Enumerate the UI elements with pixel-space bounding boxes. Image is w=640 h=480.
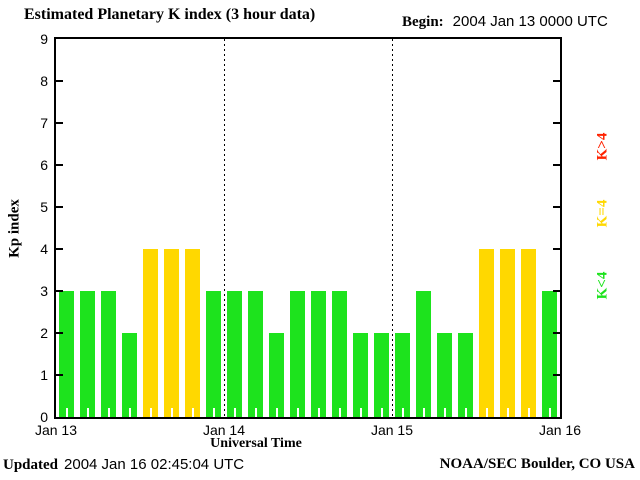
- y-axis-tick: [56, 206, 63, 208]
- y-tick-label: 4: [40, 241, 48, 257]
- kp-bar: [185, 249, 200, 417]
- x-minor-tick: [170, 408, 173, 417]
- x-minor-tick: [422, 408, 425, 417]
- kp-bar: [437, 333, 452, 417]
- kp-bar: [290, 291, 305, 417]
- y-axis-tick: [56, 290, 63, 292]
- x-minor-tick: [65, 408, 68, 417]
- plot-frame: [54, 37, 562, 419]
- y-axis-tick: [553, 80, 560, 82]
- y-axis-tick: [56, 248, 63, 250]
- begin-value: 2004 Jan 13 0000 UTC: [452, 13, 608, 30]
- x-minor-tick: [233, 408, 236, 417]
- x-tick-label: Jan 15: [370, 422, 414, 438]
- y-axis-tick: [56, 122, 63, 124]
- kp-bar: [227, 291, 242, 417]
- kp-bar: [311, 291, 326, 417]
- x-minor-tick: [380, 408, 383, 417]
- kp-bar: [80, 291, 95, 417]
- y-axis-tick: [553, 122, 560, 124]
- chart-title: Estimated Planetary K index (3 hour data…: [24, 6, 316, 23]
- x-minor-tick: [107, 408, 110, 417]
- x-minor-tick: [548, 408, 551, 417]
- kp-bar: [332, 291, 347, 417]
- kp-bar: [59, 291, 74, 417]
- kp-bar: [269, 333, 284, 417]
- x-minor-tick: [506, 408, 509, 417]
- x-minor-tick: [149, 408, 152, 417]
- y-tick-label: 3: [40, 283, 48, 299]
- x-minor-tick: [86, 408, 89, 417]
- kp-bar: [248, 291, 263, 417]
- kp-bar: [374, 333, 389, 417]
- kp-bar: [542, 291, 557, 417]
- legend-k-eq-4: K=4: [594, 199, 611, 228]
- y-tick-label: 7: [40, 115, 48, 131]
- begin-label: Begin:: [402, 14, 444, 30]
- y-axis-tick: [553, 290, 560, 292]
- kp-bar: [500, 249, 515, 417]
- day-separator-line: [392, 39, 393, 417]
- x-tick-label: Jan 14: [202, 422, 246, 438]
- y-tick-label: 2: [40, 325, 48, 341]
- kp-bar: [206, 291, 221, 417]
- y-tick-label: 9: [40, 31, 48, 47]
- x-minor-tick: [317, 408, 320, 417]
- y-axis-title: Kp index: [6, 199, 23, 258]
- updated-timestamp: Updated 2004 Jan 16 02:45:04 UTC: [3, 456, 244, 474]
- x-minor-tick: [191, 408, 194, 417]
- y-axis-tick: [553, 164, 560, 166]
- y-tick-label: 8: [40, 73, 48, 89]
- x-minor-tick: [485, 408, 488, 417]
- y-axis-tick: [56, 164, 63, 166]
- kp-bar: [143, 249, 158, 417]
- x-minor-tick: [296, 408, 299, 417]
- legend-k-gt-4: K>4: [594, 132, 611, 161]
- kp-bar: [395, 333, 410, 417]
- x-minor-tick: [128, 408, 131, 417]
- y-tick-label: 5: [40, 199, 48, 215]
- y-tick-label: 0: [40, 409, 48, 425]
- x-minor-tick: [212, 408, 215, 417]
- y-axis-tick: [553, 332, 560, 334]
- begin-timestamp: Begin: 2004 Jan 13 0000 UTC: [402, 13, 608, 31]
- x-minor-tick: [275, 408, 278, 417]
- x-minor-tick: [254, 408, 257, 417]
- y-tick-label: 1: [40, 367, 48, 383]
- y-axis-tick: [56, 374, 63, 376]
- kp-bar: [416, 291, 431, 417]
- kp-bar: [521, 249, 536, 417]
- y-axis-tick: [56, 332, 63, 334]
- updated-value: 2004 Jan 16 02:45:04 UTC: [64, 456, 245, 473]
- bars-area: [56, 39, 560, 417]
- legend-k-lt-4: K<4: [594, 271, 611, 300]
- x-minor-tick: [443, 408, 446, 417]
- kp-bar: [479, 249, 494, 417]
- credit-text: NOAA/SEC Boulder, CO USA: [439, 456, 635, 472]
- kp-bar: [458, 333, 473, 417]
- x-tick-label: Jan 16: [538, 422, 582, 438]
- kp-bar: [101, 291, 116, 417]
- y-axis-tick: [553, 248, 560, 250]
- x-minor-tick: [338, 408, 341, 417]
- kp-bar: [164, 249, 179, 417]
- x-minor-tick: [527, 408, 530, 417]
- y-axis-tick: [56, 80, 63, 82]
- y-axis-tick: [553, 374, 560, 376]
- x-tick-label: Jan 13: [34, 422, 78, 438]
- y-tick-label: 6: [40, 157, 48, 173]
- kp-bar: [122, 333, 137, 417]
- x-axis-title: Universal Time: [210, 436, 302, 451]
- x-minor-tick: [359, 408, 362, 417]
- x-minor-tick: [464, 408, 467, 417]
- updated-label: Updated: [3, 457, 59, 473]
- x-minor-tick: [401, 408, 404, 417]
- y-axis-tick: [553, 206, 560, 208]
- kp-bar: [353, 333, 368, 417]
- day-separator-line: [224, 39, 225, 417]
